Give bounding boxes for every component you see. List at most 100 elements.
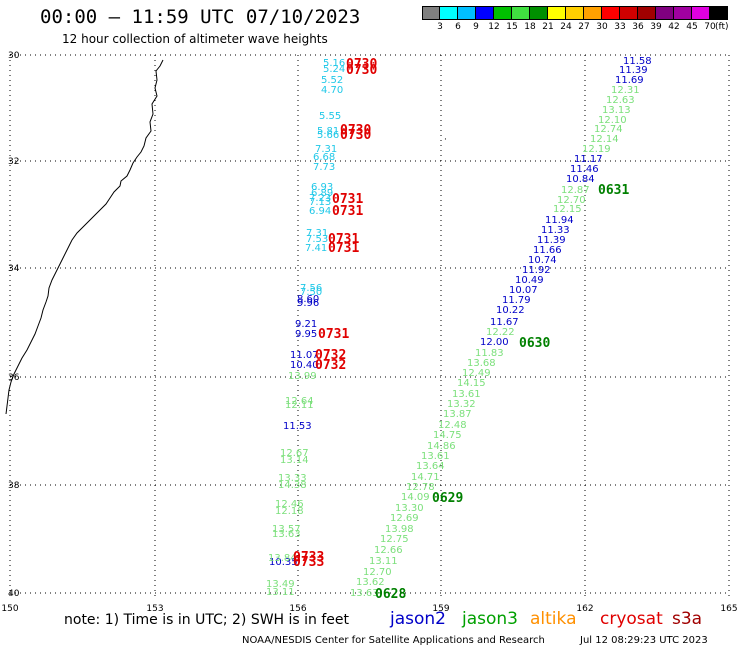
wave-height-label: 12.69: [390, 513, 419, 524]
pass-date-label: 0732: [315, 348, 346, 363]
wave-height-label: 5.52: [321, 75, 343, 86]
wave-height-label: 13.57: [272, 524, 301, 535]
satellite-legend-s3a: s3a: [672, 609, 703, 629]
wave-height-label: 9.96: [297, 298, 319, 309]
wave-height-label: 11.46: [570, 164, 599, 175]
footer-note: note: 1) Time is in UTC; 2) SWH is in fe…: [64, 612, 350, 628]
wave-height-label: 14.15: [457, 378, 486, 389]
wave-height-label: 13.14: [280, 455, 309, 466]
colorbar-cell: [512, 6, 530, 20]
map-title: 00:00 – 11:59 UTC 07/10/2023: [40, 6, 361, 28]
map-grid: 150 153 156 159 162 165 30 32 34 36 38 40: [1, 51, 737, 614]
colorbar-label: 9: [473, 22, 479, 32]
wave-height-label: 10.74: [528, 255, 557, 266]
generation-timestamp: Jul 12 08:29:23 UTC 2023: [580, 635, 708, 646]
wave-height-label: 6.89: [311, 188, 333, 199]
wave-height-label: 12.70: [557, 195, 586, 206]
wave-height-label: 7.13: [309, 197, 331, 208]
colorbar-cell: [638, 6, 656, 20]
wave-height-label: 9.21: [295, 319, 317, 330]
colorbar-label: 33: [614, 22, 626, 32]
wave-height-label: 13.30: [395, 503, 424, 514]
wave-height-label: 11.39: [619, 65, 648, 76]
lat-tick-label: 34: [8, 264, 20, 274]
wave-height-label: 6.68: [313, 152, 335, 163]
coastline: [5, 59, 164, 415]
wave-height-label: 12.64: [285, 396, 314, 407]
wave-height-label: 13.64: [416, 461, 445, 472]
pass-date-label: 0731: [318, 327, 349, 342]
wave-height-label: 12.66: [374, 545, 403, 556]
wave-height-label: 12.74: [594, 124, 623, 135]
satellite-legend-jason3: jason3: [462, 609, 518, 629]
wave-height-label: 12.10: [598, 115, 627, 126]
colorbar-cell: [494, 6, 512, 20]
wave-height-label: 14.09: [401, 492, 430, 503]
lat-tick-label: 36: [8, 373, 20, 383]
wave-height-label: 13.13: [602, 105, 631, 116]
colorbar-label: 30: [596, 22, 608, 32]
pass-date-label: 0730: [346, 57, 377, 72]
pass-date-label: 0732: [315, 358, 346, 373]
pass-date-label: 0731: [328, 232, 359, 247]
credit-line: NOAA/NESDIS Center for Satellite Applica…: [242, 635, 545, 646]
satellite-legend-altika: altika: [530, 609, 577, 629]
wave-height-label: 11.39: [537, 235, 566, 246]
colorbar-label: 3: [437, 22, 443, 32]
colorbar-label: 36: [632, 22, 644, 32]
wave-height-label: 7.73: [313, 162, 335, 173]
pass-date-label: 0731: [328, 241, 359, 256]
colorbar-label: 6: [455, 22, 461, 32]
wave-height-label: 10.84: [566, 174, 595, 185]
pass-date-label: 0628: [375, 587, 406, 602]
wave-height-label: 13.62: [356, 577, 385, 588]
wave-height-label: 12.14: [590, 134, 619, 145]
wave-height-label: 12.63: [606, 95, 635, 106]
wave-height-label: 12.75: [380, 534, 409, 545]
wave-height-label: 5.24: [323, 64, 345, 75]
lat-tick-label: 30: [8, 51, 20, 61]
wave-height-label: 10.35: [269, 557, 298, 568]
lon-tick-label: 153: [146, 604, 163, 614]
wave-height-label: 13.98: [385, 524, 414, 535]
wave-height-label: 11.67: [490, 317, 519, 328]
pass-date-label: 0731: [332, 192, 363, 207]
colorbar-unit: (ft): [715, 22, 729, 32]
wave-height-label: 7.56: [300, 283, 322, 294]
pass-date-label: 0629: [432, 491, 463, 506]
lat-tick-label: 38: [8, 481, 20, 491]
colorbar-cell: [692, 6, 710, 20]
lat-tick-label: 40: [8, 589, 20, 599]
wave-height-label: 11.07: [290, 350, 319, 361]
wave-height-label: 7.23: [309, 193, 331, 204]
wave-height-label: 10.49: [515, 275, 544, 286]
colorbar-label: 42: [668, 22, 680, 32]
colorbar-label: 18: [524, 22, 536, 32]
wave-height-label: 14.86: [427, 441, 456, 452]
lon-tick-label: 156: [289, 604, 306, 614]
wave-height-label: 13.68: [467, 358, 496, 369]
colorbar-cell: [422, 6, 440, 20]
colorbar-cell: [602, 6, 620, 20]
wave-height-label: 6.94: [309, 206, 331, 217]
colorbar-label: 39: [650, 22, 662, 32]
satellite-legend-jason2: jason2: [390, 609, 446, 629]
wave-height-label: 10.22: [496, 305, 525, 316]
wave-height-label: 11.92: [522, 265, 551, 276]
wave-height-label: 9.95: [295, 329, 317, 340]
colorbar-cell: [440, 6, 458, 20]
wave-height-label: 13.61: [421, 451, 450, 462]
wave-height-label: 13.11: [266, 587, 295, 598]
wave-height-label: 12.22: [486, 327, 515, 338]
wave-height-label: 11.83: [475, 348, 504, 359]
pass-date-label: 0733: [293, 555, 324, 570]
wave-height-label: 7.31: [306, 228, 328, 239]
pass-date-label: 0631: [598, 183, 629, 198]
wave-height-label: 10.07: [509, 285, 538, 296]
wave-height-label: 12.70: [363, 567, 392, 578]
wave-height-label: 7.31: [315, 144, 337, 155]
colorbar-cell: [566, 6, 584, 20]
wave-height-label: 13.61: [452, 389, 481, 400]
pass-date-label: 0731: [332, 204, 363, 219]
